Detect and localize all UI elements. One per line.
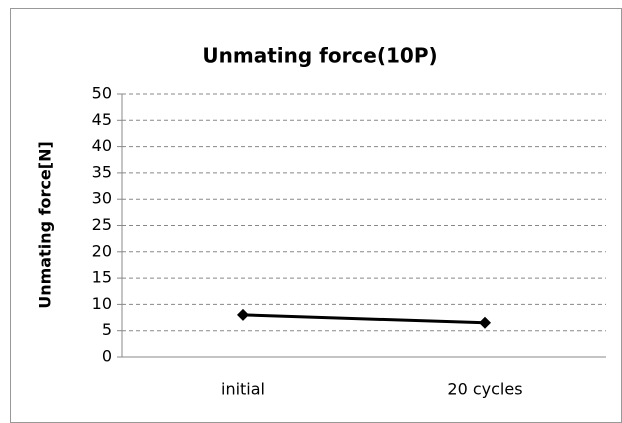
y-tick-label: 40 (92, 136, 112, 155)
x-tick-label: 20 cycles (447, 380, 522, 399)
chart-title: Unmating force(10P) (202, 44, 437, 68)
data-line (242, 313, 486, 325)
y-tick-label: 10 (92, 294, 112, 313)
y-tick-label: 25 (92, 215, 112, 234)
chart-frame (10, 8, 622, 423)
y-tick-label: 45 (92, 110, 112, 129)
y-tick-label: 30 (92, 189, 112, 208)
y-axis-label: Unmating force[N] (36, 141, 55, 309)
y-tick-label: 0 (102, 347, 112, 366)
y-tick-label: 5 (102, 320, 112, 339)
y-tick-label: 15 (92, 268, 112, 287)
y-tick-label: 20 (92, 241, 112, 260)
y-tick-label: 50 (92, 84, 112, 103)
y-tick-label: 35 (92, 162, 112, 181)
data-marker (479, 316, 491, 329)
x-tick-label: initial (221, 380, 265, 399)
data-marker (237, 308, 249, 321)
